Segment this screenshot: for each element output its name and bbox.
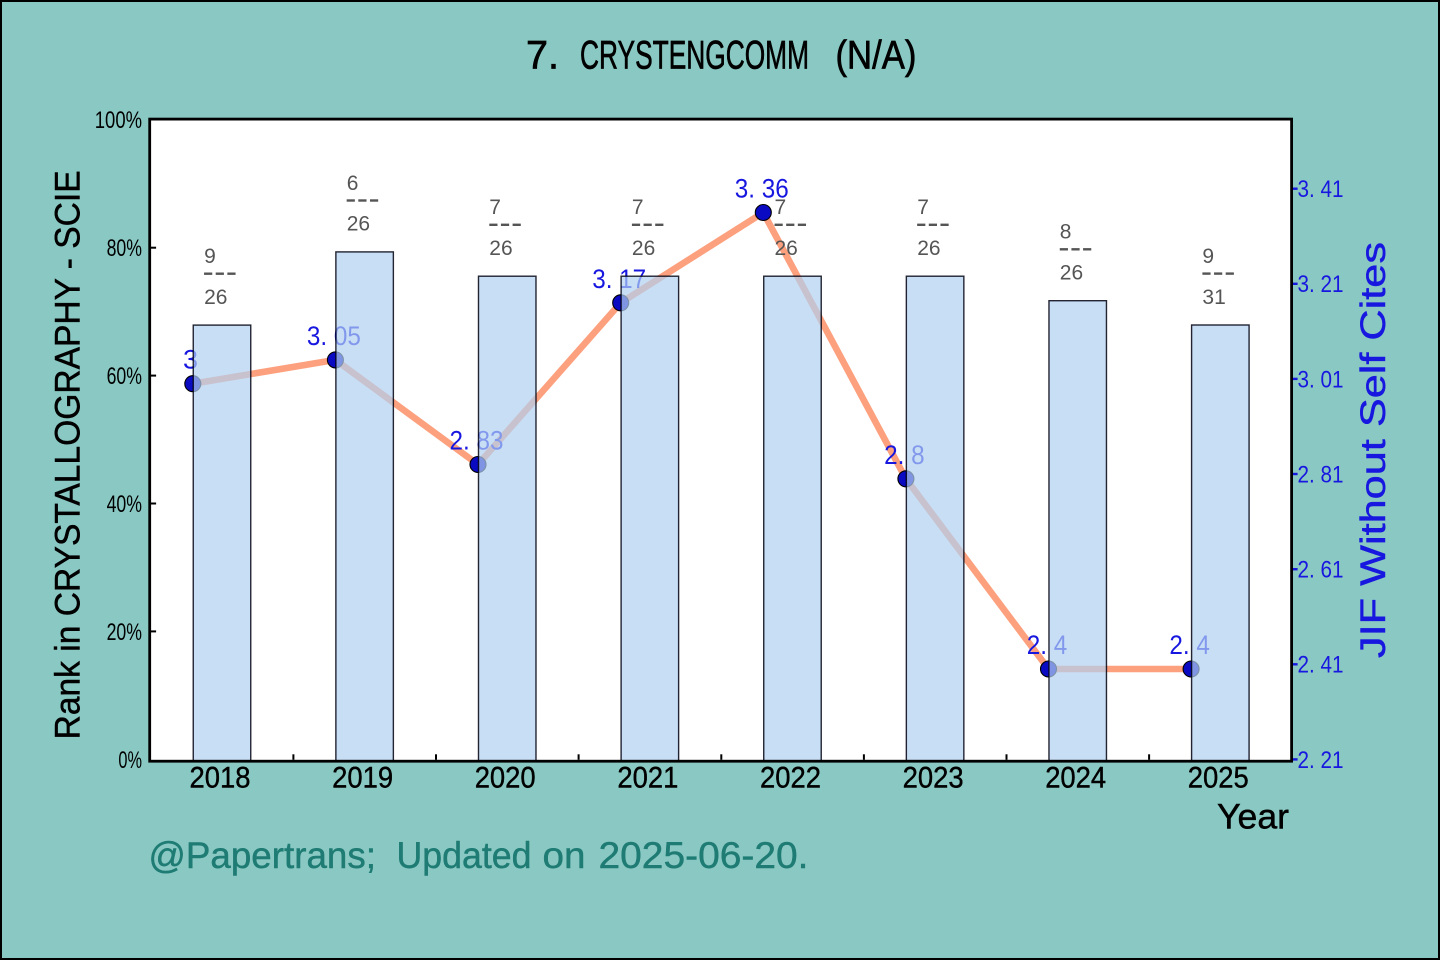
svg-text:7: 7	[917, 196, 929, 219]
svg-text:Updated: Updated	[397, 835, 532, 876]
svg-text:20%: 20%	[107, 619, 142, 646]
svg-text:26: 26	[489, 237, 512, 260]
svg-text:60%: 60%	[107, 363, 142, 390]
svg-text:6: 6	[347, 172, 359, 195]
svg-text:31: 31	[1202, 286, 1225, 309]
svg-text:2. 81: 2. 81	[1298, 461, 1344, 488]
svg-text:on: on	[543, 835, 586, 876]
svg-text:26: 26	[775, 237, 798, 260]
svg-text:26: 26	[1060, 262, 1083, 285]
svg-text:3. 21: 3. 21	[1298, 271, 1344, 298]
svg-text:2020: 2020	[475, 762, 536, 795]
svg-text:26: 26	[917, 237, 940, 260]
svg-text:9: 9	[204, 245, 216, 268]
svg-text:7: 7	[632, 196, 644, 219]
svg-text:JIF Without Self Cites: JIF Without Self Cites	[1354, 242, 1393, 658]
svg-text:@Papertrans;: @Papertrans;	[149, 835, 377, 876]
svg-text:8: 8	[1060, 221, 1072, 244]
svg-text:0%: 0%	[118, 747, 142, 774]
svg-text:2021: 2021	[617, 762, 678, 795]
svg-text:2. 61: 2. 61	[1298, 557, 1344, 584]
svg-text:3. 01: 3. 01	[1298, 366, 1344, 393]
svg-text:3. 41: 3. 41	[1298, 176, 1344, 203]
svg-text:7.: 7.	[526, 34, 559, 78]
svg-text:26: 26	[632, 237, 655, 260]
svg-text:2019: 2019	[332, 762, 393, 795]
svg-text:26: 26	[347, 213, 370, 236]
svg-text:2025: 2025	[1188, 762, 1249, 795]
svg-text:Rank in CRYSTALLOGRAPHY - SCIE: Rank in CRYSTALLOGRAPHY - SCIE	[48, 170, 87, 739]
svg-text:Year: Year	[1217, 797, 1289, 836]
svg-text:2018: 2018	[190, 762, 251, 795]
svg-text:7: 7	[775, 196, 787, 219]
svg-text:2. 21: 2. 21	[1298, 747, 1344, 774]
svg-text:9: 9	[1202, 245, 1214, 268]
svg-text:2022: 2022	[760, 762, 821, 795]
svg-text:100%: 100%	[95, 107, 142, 134]
svg-text:26: 26	[204, 286, 227, 309]
svg-text:CRYSTENGCOMM: CRYSTENGCOMM	[580, 34, 809, 78]
svg-text:40%: 40%	[107, 491, 142, 518]
svg-text:(N/A): (N/A)	[836, 34, 917, 78]
svg-text:2. 41: 2. 41	[1298, 652, 1344, 679]
svg-text:7: 7	[489, 196, 501, 219]
svg-text:80%: 80%	[107, 235, 142, 262]
svg-text:3. 36: 3. 36	[735, 174, 789, 204]
svg-text:2024: 2024	[1045, 762, 1106, 795]
svg-text:2023: 2023	[903, 762, 964, 795]
svg-text:2025-06-20.: 2025-06-20.	[599, 835, 809, 876]
